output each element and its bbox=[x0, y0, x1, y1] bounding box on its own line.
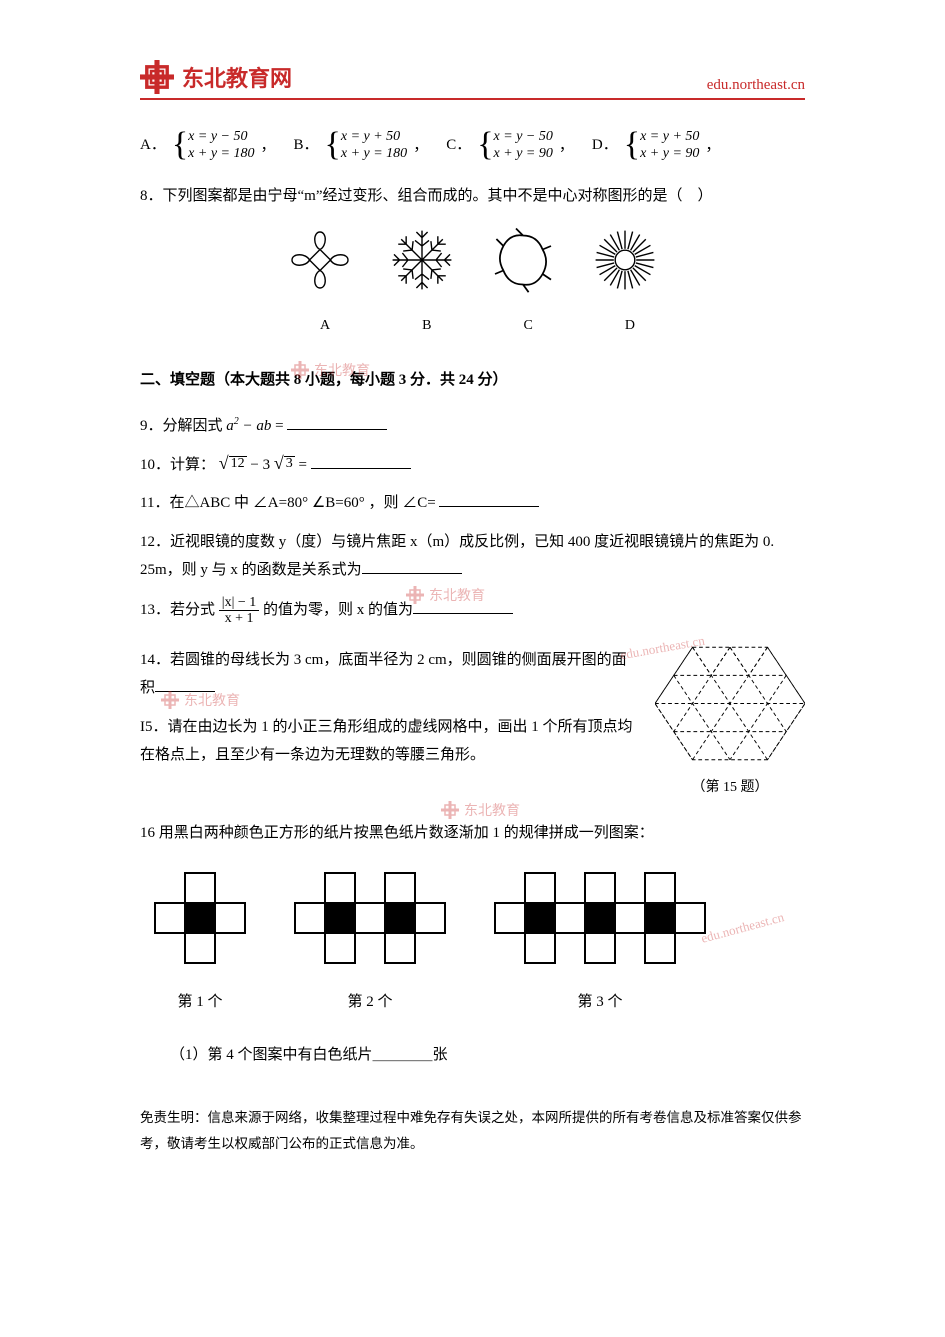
q16-caption-2: 第 2 个 bbox=[290, 988, 450, 1017]
exam-page: 东北教育 东北教育 东北教育 东北教育 edu.northeast.cn edu… bbox=[0, 0, 945, 1337]
equation-system: { x = y − 50x + y = 180 bbox=[172, 128, 255, 162]
section-2-title: 二、填空题（本大题共 8 小题，每小题 3 分．共 24 分） bbox=[140, 366, 805, 395]
option-D: D． { x = y + 50x + y = 90 ， bbox=[592, 128, 721, 162]
q16-figure-2: 第 2 个 bbox=[290, 868, 450, 1017]
question-14: 14．若圆锥的母线长为 3 cm，底面半径为 2 cm，则圆锥的侧面展开图的面积 bbox=[140, 646, 635, 703]
answer-blank bbox=[439, 491, 539, 507]
question-8: 8．下列图案都是由宁母“m”经过变形、组合而成的。其中不是中心对称图形的是（ ） bbox=[140, 182, 805, 211]
answer-blank bbox=[311, 453, 411, 469]
equation-system: { x = y + 50x + y = 90 bbox=[624, 128, 700, 162]
figure-label-B: B bbox=[422, 313, 431, 340]
figure-label-C: C bbox=[524, 313, 533, 340]
q15-figure: （第 15 题） bbox=[655, 636, 805, 802]
q16-figures: 第 1 个 第 2 个 bbox=[150, 868, 805, 1017]
q16-figure-1: 第 1 个 bbox=[150, 868, 250, 1017]
site-url: edu.northeast.cn bbox=[707, 77, 805, 94]
option-label: B． bbox=[294, 131, 319, 160]
question-9: 9．分解因式 a2 − ab = bbox=[140, 412, 805, 441]
option-label: C． bbox=[446, 131, 471, 160]
page-header: 东北教育网 edu.northeast.cn bbox=[140, 60, 805, 100]
content-body: A． { x = y − 50x + y = 180 ， B． { x = y … bbox=[140, 128, 805, 1156]
answer-blank bbox=[287, 414, 387, 430]
fraction: |x| − 1 x + 1 bbox=[219, 595, 260, 626]
answer-blank bbox=[413, 598, 513, 614]
option-C: C． { x = y − 50x + y = 90 ， bbox=[446, 128, 574, 162]
question-12: 12．近视眼镜的度数 y（度）与镜片焦距 x（m）成反比例，已知 400 度近视… bbox=[140, 528, 805, 585]
question-13: 13．若分式 |x| − 1 x + 1 的值为零，则 x 的值为 bbox=[140, 595, 805, 626]
question-7-options: A． { x = y − 50x + y = 180 ， B． { x = y … bbox=[140, 128, 805, 162]
q16-caption-1: 第 1 个 bbox=[150, 988, 250, 1017]
q16-figure-3: 第 3 个 bbox=[490, 868, 710, 1017]
q8-figure-D bbox=[590, 225, 660, 295]
q16-caption-3: 第 3 个 bbox=[490, 988, 710, 1017]
q8-figure-labels: A B C D bbox=[140, 313, 805, 340]
question-11: 11．在△ABC 中 ∠A=80° ∠B=60° ，则 ∠C= bbox=[140, 489, 805, 518]
site-logo-icon bbox=[140, 60, 174, 94]
question-10: 10．计算： √12 − 3 √3 = bbox=[140, 451, 805, 480]
q8-figures bbox=[140, 225, 805, 306]
option-B: B． { x = y + 50x + y = 180 ， bbox=[294, 128, 429, 162]
question-16: 16 用黑白两种颜色正方形的纸片按黑色纸片数逐渐加 1 的规律拼成一列图案： bbox=[140, 819, 805, 848]
option-A: A． { x = y − 50x + y = 180 ， bbox=[140, 128, 276, 162]
answer-blank bbox=[362, 558, 462, 574]
equation-system: { x = y + 50x + y = 180 bbox=[325, 128, 408, 162]
q15-caption: （第 15 题） bbox=[655, 775, 805, 802]
question-16-sub1: （1）第 4 个图案中有白色纸片＿＿＿＿张 bbox=[170, 1041, 805, 1070]
equation-system: { x = y − 50x + y = 90 bbox=[477, 128, 553, 162]
option-label: D． bbox=[592, 131, 618, 160]
option-label: A． bbox=[140, 131, 166, 160]
figure-label-D: D bbox=[625, 313, 635, 340]
site-name: 东北教育网 bbox=[182, 61, 292, 93]
q8-figure-A bbox=[285, 225, 355, 295]
disclaimer: 免责生明：信息来源于网络，收集整理过程中难免存有失误之处，本网所提供的所有考卷信… bbox=[140, 1105, 805, 1156]
question-15: I5．请在由边长为 1 的小正三角形组成的虚线网格中，画出 1 个所有顶点均在格… bbox=[140, 713, 635, 770]
q8-figure-B bbox=[387, 225, 457, 295]
question-14-15-block: 14．若圆锥的母线长为 3 cm，底面半径为 2 cm，则圆锥的侧面展开图的面积… bbox=[140, 636, 805, 802]
site-logo-block: 东北教育网 bbox=[140, 60, 292, 94]
q8-figure-C bbox=[488, 225, 558, 295]
answer-blank bbox=[155, 676, 215, 692]
figure-label-A: A bbox=[320, 313, 330, 340]
